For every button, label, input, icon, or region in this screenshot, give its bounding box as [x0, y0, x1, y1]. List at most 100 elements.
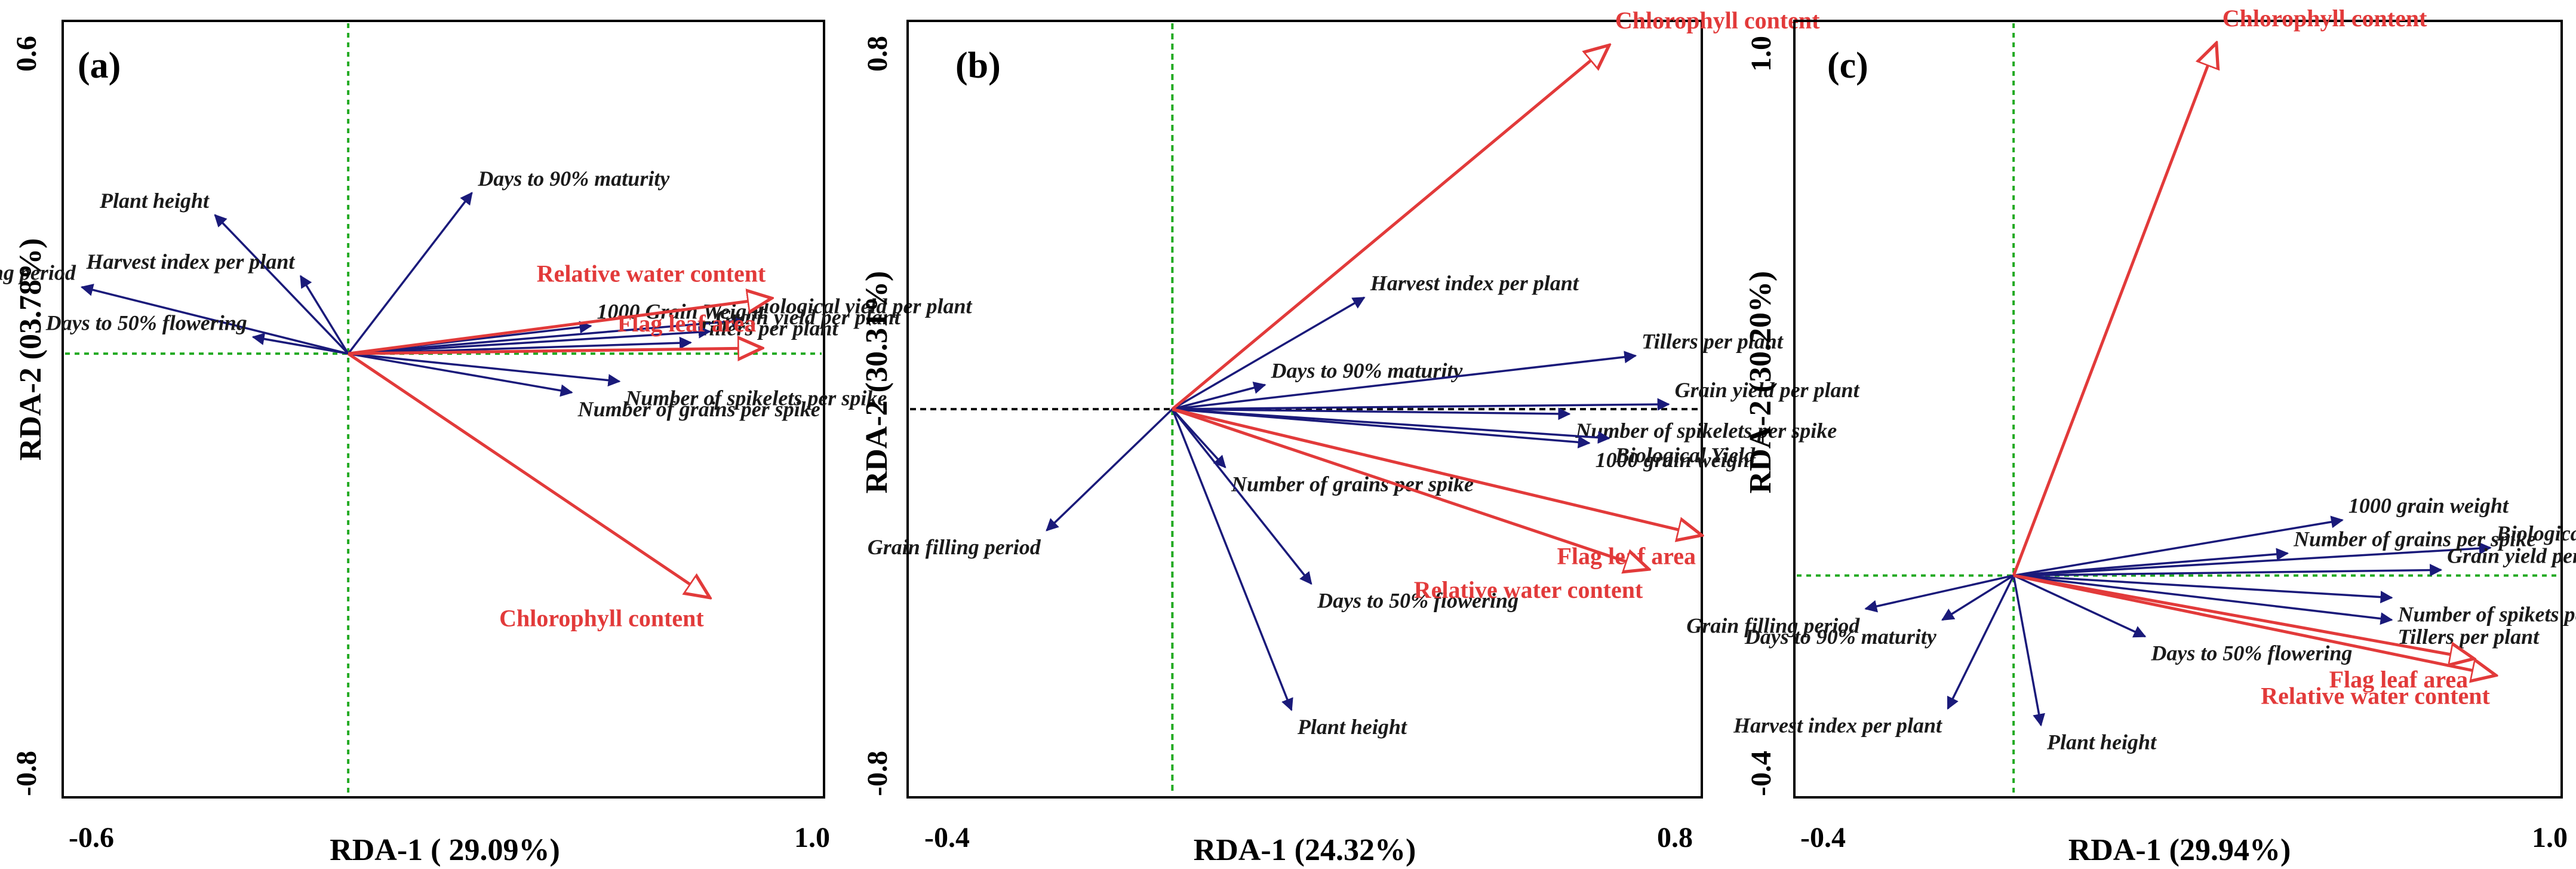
panel-b-frame	[906, 20, 1703, 799]
panel-c-trait-label-grain-filling-period: Grain filling period	[1686, 613, 1860, 637]
panel-b-env-vector-relative-water-content	[1172, 407, 1649, 569]
panel-a-trait-label-days-to-50-flowering: Days to 50% flowering	[45, 311, 247, 334]
panel-c-trait-label-days-to-50-flowering: Days to 50% flowering	[2150, 641, 2352, 665]
panel-c-trait-label-number-of-grains-per-spike: Number of grains per spike	[2293, 527, 2536, 551]
panel-c-env-label-flag-leaf-area: Flag leaf area	[2329, 666, 2469, 693]
panel-a-env-vector-flag-leaf-area	[348, 348, 762, 354]
panel-c-env-vector-flag-leaf-area	[2013, 574, 2474, 659]
panel-c-ytick-min: -0.4	[1745, 751, 1777, 796]
panel-a-env-label-chlorophyll-content: Chlorophyll content	[499, 605, 704, 632]
panel-b-xtick-max: 0.8	[1657, 822, 1693, 853]
panel-a-trait-vector-plant-height	[214, 214, 349, 355]
panel-a: Days to 90% maturity Plant height Harvest …	[0, 20, 973, 867]
panel-a-trait-vector-grain-yield-per-plant	[348, 326, 711, 355]
panel-c-env-label-chlorophyll-content: Chlorophyll content	[2223, 5, 2427, 32]
panel-a-ytick-max: 0.6	[11, 36, 42, 72]
panel-b-env-label-relative-water-content: Relative water content	[1414, 576, 1643, 603]
panel-b-ytick-min: -0.8	[862, 751, 893, 796]
panel-a-ylabel: RDA-2 (03.78%)	[14, 238, 48, 461]
panel-a-frame	[62, 20, 825, 799]
panel-a-env-vector-relative-water-content	[348, 298, 771, 355]
panel-b-trait-label-number-of-grains-per-spike: Number of grains per spike	[1231, 472, 1474, 496]
panel-c-trait-vector-days-to-50-flowering	[2013, 574, 2147, 638]
panel-b-trait-label-1000-grain-weight: 1000 grain weight	[1596, 448, 1756, 472]
panel-c-trait-label-days-to-90-maturity: Days to 90% maturity	[1744, 625, 1937, 649]
panel-c-ytick-max: 1.0	[1745, 36, 1777, 72]
panel-a-trait-vector-days-to-90-maturity	[347, 192, 473, 355]
panel-c-trait-label-plant-height: Plant height	[2046, 730, 2157, 754]
panel-c-xtick-min: -0.4	[1800, 822, 1846, 853]
panel-c-xtick-max: 1.0	[2532, 822, 2568, 853]
panel-b-env-vector-chlorophyll-content	[1171, 45, 1609, 410]
panel-c-trait-vector-1000-grain-weight	[2013, 515, 2344, 577]
panel-a-trait-label-tillers-per-plant: Tillers per plant	[697, 317, 839, 340]
panel-c-trait-label-biological-yield: Biological yield	[2496, 521, 2576, 545]
panel-c-env-label-relative-water-content: Relative water content	[2261, 683, 2490, 710]
panel-b-trait-vector-grain-filling-period	[1046, 408, 1173, 532]
panel-c-trait-label-grain-yield-per-plant: Grain yield per plant	[2447, 543, 2576, 567]
panel-b-xtick-min: -0.4	[924, 822, 970, 853]
panel-a-trait-vector-biological-yield-per-plant	[348, 315, 745, 355]
panel-a-xtick-min: -0.6	[69, 822, 114, 853]
panel-c-trait-vector-harvest-index-per-plant	[1947, 575, 2015, 710]
panel-a-xlabel: RDA-1 ( 29.09%)	[330, 833, 560, 867]
panel-b-trait-vector-biological-yield	[1172, 408, 1610, 444]
panel-a-env-vector-chlorophyll-content	[347, 352, 710, 598]
panel-c-trait-vector-number-of-grains-per-spike	[2014, 548, 2289, 577]
panel-c: 1000 grain weightBiological yieldNumber …	[1686, 5, 2576, 867]
panel-c-trait-label-tillers-per-plant: Tillers per plant	[2397, 625, 2540, 649]
panel-b-trait-label-days-to-50-flowering: Days to 50% flowering	[1317, 589, 1518, 613]
panel-b-trait-label-grain-yield-per-plant: Grain yield per plant	[1675, 378, 1860, 402]
panel-a-trait-vector-number-of-spikelets-per-spike	[348, 352, 621, 387]
panel-a-trait-label-days-to-90-maturity: Days to 90% maturity	[477, 167, 670, 191]
panel-c-frame	[1793, 20, 2563, 799]
panel-c-env-vector-relative-water-content	[2013, 574, 2496, 675]
panel-c-trait-vector-biological-yield	[2014, 542, 2492, 577]
panel-c-xlabel: RDA-1 (29.94%)	[2068, 833, 2291, 867]
panel-c-trait-label-harvest-index-per-plant: Harvest index per plant	[1733, 713, 1942, 737]
panel-b-ytick-max: 0.8	[862, 36, 893, 72]
panel-b-trait-label-biological-yield: Biological Yield	[1615, 443, 1756, 467]
panel-a-trait-vector-days-to-50-flowering	[251, 333, 349, 355]
panel-c-trait-vector-plant-height	[2012, 575, 2045, 727]
panel-a-trait-label-number-of-spikelets-per-spike: Number of spikelets per spike	[625, 386, 887, 410]
panel-b-trait-vector-days-to-90-maturity	[1172, 382, 1267, 410]
panel-c-ylabel: RDA-2 (30.20%)	[1744, 271, 1778, 494]
panel-b-trait-vector-days-to-50-flowering	[1171, 408, 1312, 585]
panel-c-trait-label-1000-grain-weight: 1000 grain weight	[2348, 494, 2509, 518]
panel-a-xtick-max: 1.0	[794, 822, 830, 853]
panel-b-trait-label-harvest-index-per-plant: Harvest index per plant	[1370, 271, 1579, 295]
panel-b-trait-label-grain-filling-period: Grain filling period	[868, 535, 1041, 559]
panel-a-trait-label-plant-height: Plant height	[99, 189, 210, 213]
panel-c-trait-label-number-of-spikets-per-spike: Number of spikets per spike	[2397, 603, 2576, 627]
panel-c-tag: (c)	[1827, 45, 1868, 86]
panel-b-tag: (b)	[955, 45, 1001, 86]
panel-b-trait-vector-harvest-index-per-plant	[1172, 296, 1366, 410]
panel-a-trait-label-harvest-index-per-plant: Harvest index per plant	[85, 250, 295, 274]
panel-b-trait-label-number-of-spikelets-per-spike: Number of spikelets per spike	[1575, 419, 1837, 443]
panel-a-trait-vector-number-of-grains-per-spike	[348, 352, 573, 397]
panel-a-trait-vector-grain-filling-period	[80, 284, 349, 355]
panel-c-trait-vector-tillers-per-plant	[2013, 574, 2393, 625]
panel-b-trait-vector-tillers-per-plant	[1172, 351, 1637, 410]
panel-a-trait-label-grain-filling-period: Grain filling period	[0, 261, 76, 285]
panel-a-trait-label-biological-yield-per-plant: Biological yield per plant	[749, 294, 973, 318]
panel-b-trait-vector-plant-height	[1171, 409, 1293, 711]
panel-c-trait-vector-grain-filling-period	[1864, 574, 2014, 613]
panel-a-trait-vector-harvest-index-per-plant	[299, 275, 349, 355]
panel-a-env-label-flag-leaf-area: Flag leaf area	[617, 310, 757, 337]
panel-b-env-label-chlorophyll-content: Chlorophyll content	[1615, 7, 1820, 34]
panel-c-trait-vector-grain-yield-per-plant	[2014, 564, 2443, 577]
panel-b-trait-label-plant-height: Plant height	[1297, 715, 1407, 739]
panel-a-env-label-relative-water-content: Relative water content	[537, 260, 766, 287]
panel-b-ylabel: RDA-2 (30.31%)	[860, 271, 894, 494]
panel-a-tag: (a)	[78, 45, 121, 86]
panel-c-trait-vector-number-of-spikets-per-spike	[2014, 574, 2393, 604]
panel-a-ytick-min: -0.8	[11, 751, 42, 796]
panel-a-trait-label-number-of-grains-per-spike: Number of grains per spike	[577, 397, 820, 421]
panel-c-trait-vector-days-to-90-maturity	[1941, 575, 2015, 621]
panel-b-xlabel: RDA-1 (24.32%)	[1194, 833, 1416, 867]
panel-b-trait-label-tillers-per-plant: Tillers per plant	[1641, 330, 1784, 354]
